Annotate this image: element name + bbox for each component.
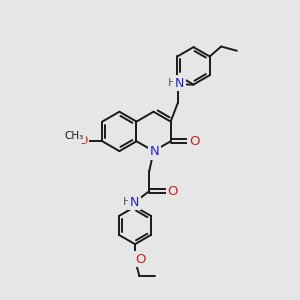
Text: N: N: [149, 146, 159, 158]
Text: N: N: [175, 76, 184, 89]
Text: O: O: [189, 135, 200, 148]
Text: H: H: [168, 78, 176, 88]
Text: CH₃: CH₃: [65, 131, 84, 141]
Text: O: O: [135, 253, 145, 266]
Text: O: O: [78, 134, 88, 147]
Text: N: N: [130, 196, 140, 209]
Text: H: H: [123, 197, 131, 207]
Text: O: O: [168, 184, 178, 198]
